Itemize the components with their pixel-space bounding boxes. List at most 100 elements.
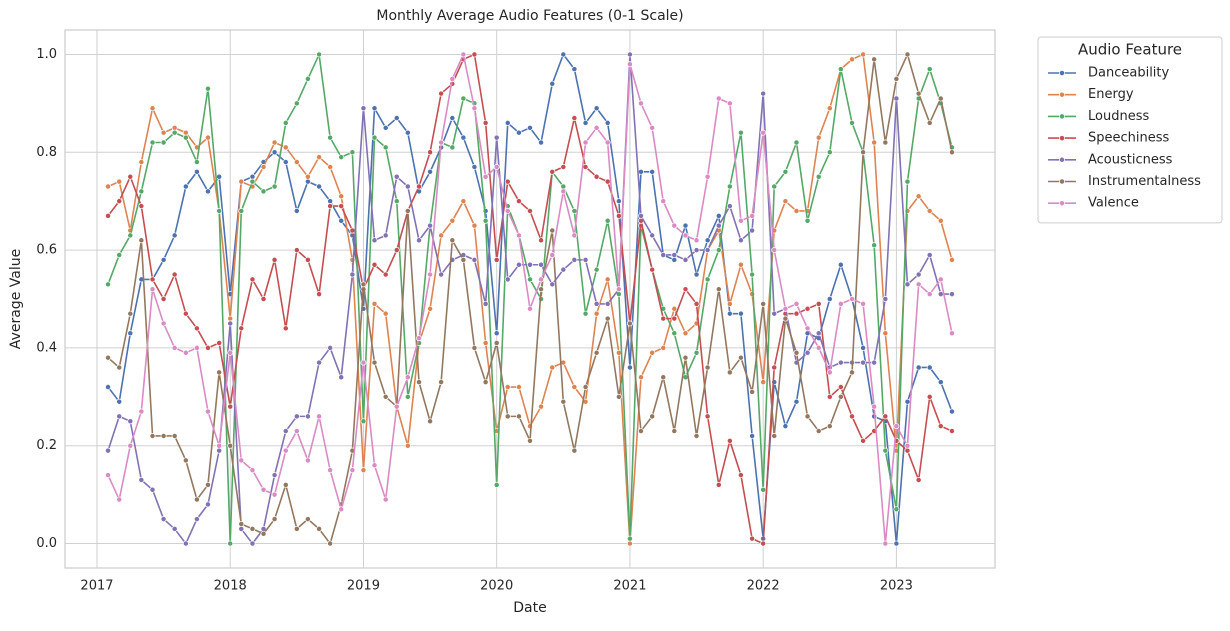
plot-frame — [64, 29, 996, 569]
data-point — [538, 237, 545, 244]
data-point — [160, 296, 167, 302]
data-point — [749, 271, 756, 278]
data-point — [227, 315, 234, 322]
data-point — [649, 413, 656, 420]
data-point — [105, 472, 111, 479]
data-point — [893, 423, 900, 430]
data-point — [471, 256, 478, 263]
data-point — [649, 232, 656, 239]
data-point — [560, 51, 567, 58]
data-point — [704, 247, 711, 254]
data-point — [249, 525, 256, 532]
data-point — [382, 144, 389, 151]
data-point — [715, 95, 722, 102]
data-point — [471, 222, 478, 229]
data-point — [471, 344, 478, 351]
data-point — [116, 364, 123, 371]
data-point — [316, 291, 323, 298]
data-point — [749, 388, 756, 395]
legend-marker — [1059, 70, 1065, 76]
data-point — [915, 364, 922, 371]
data-point — [593, 266, 600, 273]
data-point — [149, 139, 156, 146]
data-point — [815, 300, 822, 307]
data-point — [227, 349, 234, 356]
data-point — [293, 208, 300, 214]
data-point — [849, 296, 855, 302]
data-point — [282, 481, 289, 488]
data-point — [271, 472, 278, 479]
data-point — [449, 75, 456, 82]
data-point — [560, 398, 567, 405]
data-point — [260, 486, 267, 493]
data-point — [693, 247, 700, 254]
data-point — [793, 208, 800, 214]
data-point — [482, 217, 489, 224]
data-point — [571, 384, 578, 390]
data-point — [360, 105, 367, 112]
data-point — [871, 403, 878, 410]
data-point — [737, 472, 744, 479]
data-point — [582, 384, 589, 390]
data-point — [304, 75, 311, 82]
data-point — [682, 354, 689, 361]
data-point — [715, 212, 722, 219]
data-point — [271, 149, 278, 156]
data-point — [160, 129, 167, 136]
data-point — [660, 374, 667, 381]
data-point — [471, 105, 478, 112]
data-point — [160, 256, 167, 263]
data-point — [660, 344, 667, 351]
data-point — [782, 168, 789, 175]
data-point — [704, 237, 711, 244]
data-point — [926, 66, 933, 73]
data-point — [760, 379, 767, 386]
data-point — [882, 330, 889, 337]
data-point — [105, 281, 111, 288]
data-point — [949, 256, 955, 263]
data-point — [360, 359, 367, 366]
data-point — [615, 393, 622, 400]
data-point — [860, 149, 867, 156]
data-point — [626, 320, 633, 327]
data-point — [793, 349, 800, 356]
data-point — [427, 222, 434, 229]
data-point — [760, 129, 767, 136]
data-point — [837, 261, 844, 268]
data-point — [249, 467, 256, 474]
data-point — [205, 344, 211, 351]
data-point — [116, 398, 123, 405]
data-point — [760, 90, 767, 97]
data-point — [760, 540, 767, 547]
data-point — [271, 516, 278, 523]
data-point — [638, 428, 644, 435]
data-point — [715, 286, 722, 293]
data-point — [460, 198, 467, 205]
legend-marker — [1059, 91, 1065, 98]
data-point — [649, 168, 656, 175]
legend-label: Danceability — [1088, 66, 1170, 81]
legend-label: Instrumentalness — [1088, 174, 1201, 189]
data-point — [149, 486, 156, 493]
data-point — [804, 305, 811, 312]
data-point — [571, 115, 578, 121]
data-point — [427, 168, 434, 175]
data-point — [371, 237, 378, 244]
data-point — [604, 300, 611, 307]
data-point — [649, 349, 656, 356]
data-point — [937, 95, 944, 102]
x-tick-label: 2023 — [880, 579, 913, 594]
data-point — [949, 408, 955, 415]
data-point — [804, 413, 811, 420]
data-point — [737, 310, 744, 317]
data-point — [926, 208, 933, 214]
data-point — [860, 359, 867, 366]
data-point — [216, 442, 223, 449]
data-point — [693, 271, 700, 278]
data-point — [926, 119, 933, 126]
data-point — [293, 428, 300, 435]
data-point — [582, 119, 589, 126]
data-point — [871, 56, 878, 63]
data-point — [782, 423, 789, 430]
data-point — [538, 276, 545, 283]
